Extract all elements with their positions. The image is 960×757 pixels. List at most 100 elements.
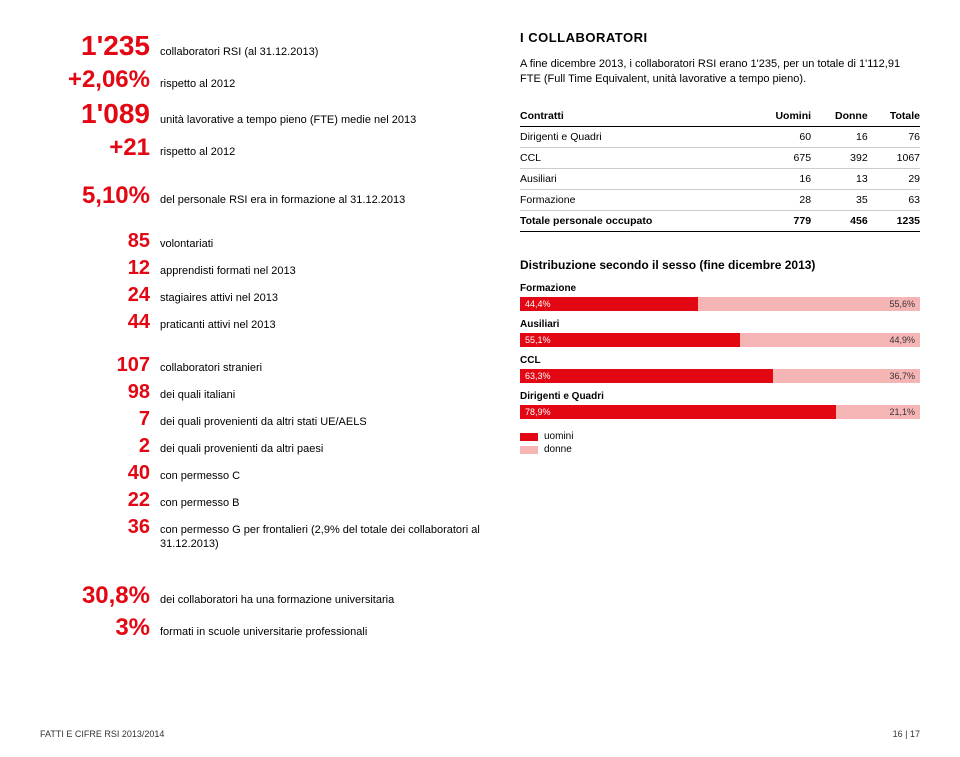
stat-number: 1'089: [40, 98, 160, 130]
table-total-row: Totale personale occupato7794561235: [520, 210, 920, 231]
stat-description: con permesso B: [160, 496, 480, 510]
bar-segment-women: 36,7%: [773, 369, 920, 383]
table-cell: 456: [811, 210, 868, 231]
stat-row: 107collaboratori stranieri: [40, 354, 480, 377]
table-header: Contratti: [520, 106, 749, 127]
stat-description: dei quali provenienti da altri stati UE/…: [160, 415, 480, 429]
bar-segment-men: 63,3%: [520, 369, 773, 383]
legend-item: donne: [520, 444, 920, 455]
stat-row: 3%formati in scuole universitarie profes…: [40, 614, 480, 642]
table-cell: 675: [749, 147, 811, 168]
stat-row: 1'089unità lavorative a tempo pieno (FTE…: [40, 98, 480, 130]
distribution-bar: 55,1%44,9%: [520, 333, 920, 347]
table-cell: 392: [811, 147, 868, 168]
table-cell: Formazione: [520, 189, 749, 210]
bar-label: Formazione: [520, 283, 920, 294]
table-cell: Ausiliari: [520, 168, 749, 189]
stat-row: +2,06%rispetto al 2012: [40, 66, 480, 94]
stat-description: formati in scuole universitarie professi…: [160, 625, 480, 639]
stat-description: unità lavorative a tempo pieno (FTE) med…: [160, 113, 480, 127]
table-cell: 16: [749, 168, 811, 189]
distribution-bar: 78,9%21,1%: [520, 405, 920, 419]
stat-number: 7: [40, 408, 160, 431]
table-cell: 28: [749, 189, 811, 210]
table-cell: Totale personale occupato: [520, 210, 749, 231]
table-cell: 1067: [868, 147, 920, 168]
table-header: Uomini: [749, 106, 811, 127]
stat-description: apprendisti formati nel 2013: [160, 264, 480, 278]
distribution-bar: 44,4%55,6%: [520, 297, 920, 311]
stat-number: 44: [40, 311, 160, 334]
stat-row: 2dei quali provenienti da altri paesi: [40, 435, 480, 458]
footer-right: 16 | 17: [893, 729, 920, 739]
stat-number: 24: [40, 284, 160, 307]
stat-number: 12: [40, 257, 160, 280]
stat-description: con permesso G per frontalieri (2,9% del…: [160, 523, 480, 552]
table-cell: 1235: [868, 210, 920, 231]
footer-left: FATTI E CIFRE RSI 2013/2014: [40, 729, 164, 739]
left-column: 1'235collaboratori RSI (al 31.12.2013)+2…: [40, 30, 480, 662]
stat-description: dei collaboratori ha una formazione univ…: [160, 593, 480, 607]
stat-row: 12apprendisti formati nel 2013: [40, 257, 480, 280]
legend-label: uomini: [544, 431, 573, 442]
distribution-bars: Formazione44,4%55,6%Ausiliari55,1%44,9%C…: [520, 283, 920, 419]
stat-number: 2: [40, 435, 160, 458]
table-cell: 60: [749, 126, 811, 147]
stat-row: 98dei quali italiani: [40, 381, 480, 404]
table-cell: 779: [749, 210, 811, 231]
right-column: I COLLABORATORI A fine dicembre 2013, i …: [520, 30, 920, 662]
stat-number: 107: [40, 354, 160, 377]
stat-row: 36con permesso G per frontalieri (2,9% d…: [40, 516, 480, 552]
bar-segment-women: 21,1%: [836, 405, 920, 419]
stat-number: 3%: [40, 614, 160, 642]
bar-segment-men: 78,9%: [520, 405, 836, 419]
stat-row: 7dei quali provenienti da altri stati UE…: [40, 408, 480, 431]
legend-label: donne: [544, 444, 572, 455]
bar-label: CCL: [520, 355, 920, 366]
table-row: Dirigenti e Quadri601676: [520, 126, 920, 147]
stat-description: del personale RSI era in formazione al 3…: [160, 193, 480, 207]
stat-description: collaboratori RSI (al 31.12.2013): [160, 45, 480, 59]
stat-number: 1'235: [40, 30, 160, 62]
stat-number: 40: [40, 462, 160, 485]
stat-number: +21: [40, 134, 160, 162]
stat-number: +2,06%: [40, 66, 160, 94]
stat-description: dei quali provenienti da altri paesi: [160, 442, 480, 456]
legend-swatch: [520, 446, 538, 454]
table-header: Donne: [811, 106, 868, 127]
stat-row: 30,8%dei collaboratori ha una formazione…: [40, 582, 480, 610]
intro-paragraph: A fine dicembre 2013, i collaboratori RS…: [520, 57, 920, 88]
stat-description: dei quali italiani: [160, 388, 480, 402]
table-cell: Dirigenti e Quadri: [520, 126, 749, 147]
stat-description: con permesso C: [160, 469, 480, 483]
bar-segment-women: 44,9%: [740, 333, 920, 347]
stat-row: 24stagiaires attivi nel 2013: [40, 284, 480, 307]
bar-segment-men: 44,4%: [520, 297, 698, 311]
stat-number: 30,8%: [40, 582, 160, 610]
stat-number: 22: [40, 489, 160, 512]
stat-row: 1'235collaboratori RSI (al 31.12.2013): [40, 30, 480, 62]
table-cell: 16: [811, 126, 868, 147]
stat-number: 5,10%: [40, 182, 160, 210]
table-cell: 76: [868, 126, 920, 147]
stat-description: volontariati: [160, 237, 480, 251]
stat-description: rispetto al 2012: [160, 77, 480, 91]
page-footer: FATTI E CIFRE RSI 2013/2014 16 | 17: [40, 729, 920, 739]
legend-item: uomini: [520, 431, 920, 442]
stat-number: 85: [40, 230, 160, 253]
table-cell: 63: [868, 189, 920, 210]
stat-description: collaboratori stranieri: [160, 361, 480, 375]
table-row: Formazione283563: [520, 189, 920, 210]
bar-label: Dirigenti e Quadri: [520, 391, 920, 402]
stat-row: 44praticanti attivi nel 2013: [40, 311, 480, 334]
legend-swatch: [520, 433, 538, 441]
legend: uomini donne: [520, 431, 920, 455]
bar-segment-women: 55,6%: [698, 297, 920, 311]
table-cell: CCL: [520, 147, 749, 168]
stat-description: rispetto al 2012: [160, 145, 480, 159]
stat-number: 36: [40, 516, 160, 539]
bar-segment-men: 55,1%: [520, 333, 740, 347]
stat-row: 85volontariati: [40, 230, 480, 253]
stat-description: praticanti attivi nel 2013: [160, 318, 480, 332]
table-cell: 29: [868, 168, 920, 189]
